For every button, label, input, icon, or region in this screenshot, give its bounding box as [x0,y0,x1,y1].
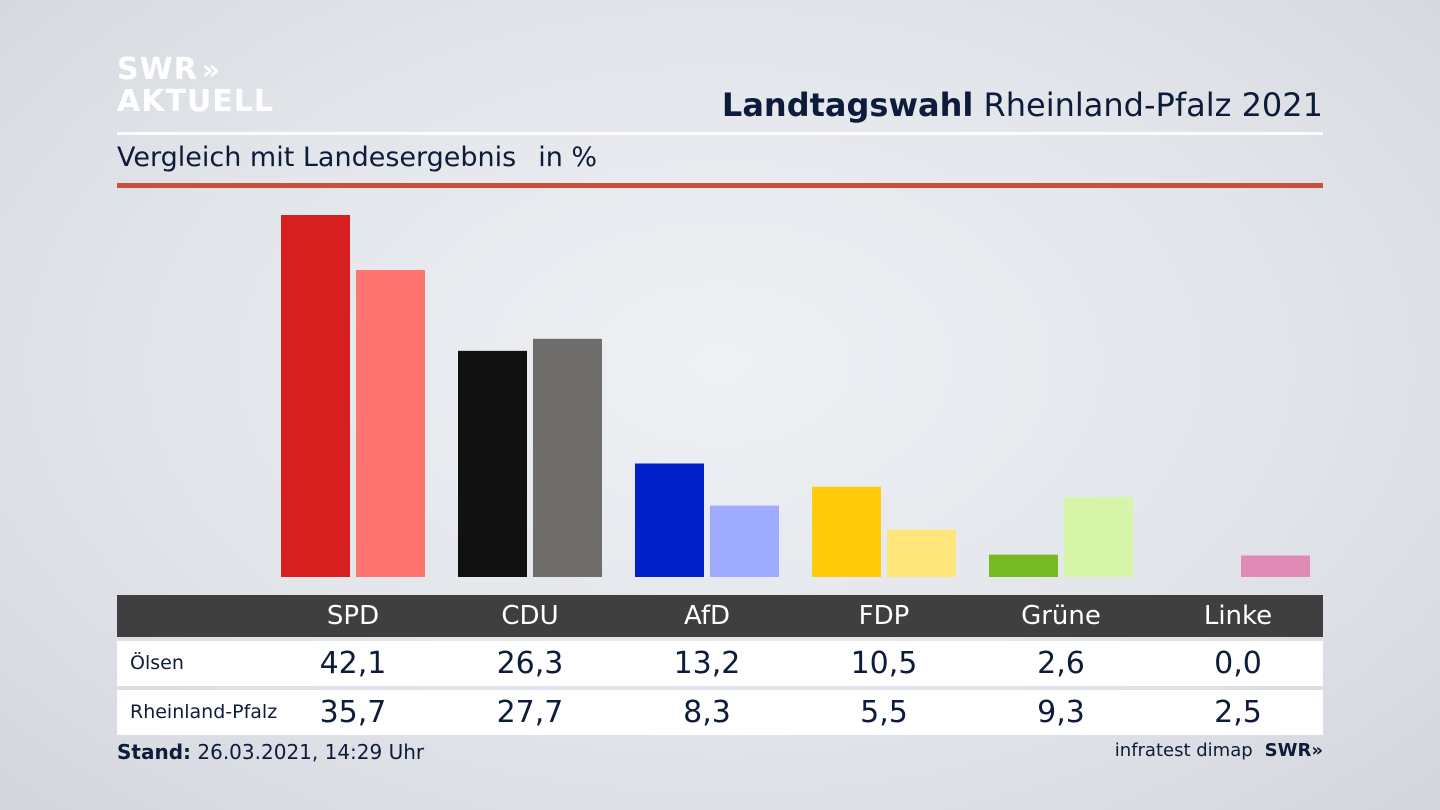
value-cell-fdp: 10,5 [850,646,918,681]
bar-spd-rheinland-pfalz [356,270,425,577]
value-cell-cdu: 26,3 [496,646,564,681]
bar-chart [281,215,1310,577]
bar-fdp-oelsen [812,486,881,577]
unit-label: in % [538,142,598,173]
table-row-rheinland-pfalz: Rheinland-Pfalz 35,7 27,7 8,3 5,5 9,3 2,5 [117,690,1323,735]
value-cell-gruene: 9,3 [1037,695,1085,730]
value-cell-fdp: 5,5 [860,695,908,730]
table-row-oelsen: Ölsen 42,1 26,3 13,2 10,5 2,6 0,0 [117,641,1323,686]
title-divider [117,132,1323,135]
swr-aktuell-logo: SWR» AKTUELL [117,54,274,118]
stand-label: Stand: [117,740,192,764]
subtitle-text: Vergleich mit Landesergebnis [117,142,517,173]
column-header-afd: AfD [683,601,731,631]
value-cell-afd: 13,2 [673,646,741,681]
bar-cdu-oelsen [458,350,527,577]
swr-logo: SWR» [1265,740,1323,761]
bar-fdp-rheinland-pfalz [887,529,956,577]
value-cell-spd: 42,1 [319,646,387,681]
column-header-gruene: Grüne [1021,601,1101,631]
bar-cdu-rheinland-pfalz [533,338,602,577]
value-cell-afd: 8,3 [683,695,731,730]
bar-gruene-oelsen [989,554,1058,577]
results-table: SPD CDU AfD FDP Grüne Linke Ölsen 42,1 26,3 13,… [117,595,1323,735]
timestamp: Stand: 26.03.2021, 14:29 Uhr [117,740,424,764]
stand-value: 26.03.2021, 14:29 Uhr [197,740,425,764]
swr-logo-text: SWR [1264,740,1312,761]
value-cell-spd: 35,7 [319,695,387,730]
row-label: Ölsen [130,652,184,674]
value-cell-gruene: 2,6 [1037,646,1085,681]
bar-afd-rheinland-pfalz [710,505,779,577]
chart-subtitle: Vergleich mit Landesergebnis in % [117,142,597,173]
logo-swr-text: SWR [117,52,198,87]
value-cell-cdu: 27,7 [496,695,564,730]
source-credit: infratest dimap SWR» [1115,740,1323,761]
logo-aktuell-text: AKTUELL [117,84,275,119]
column-header-fdp: FDP [858,601,910,631]
column-header-cdu: CDU [501,601,559,631]
value-cell-linke: 0,0 [1214,646,1262,681]
column-header-linke: Linke [1203,601,1273,631]
bar-spd-oelsen [281,215,350,577]
bar-gruene-rheinland-pfalz [1064,497,1133,577]
column-header-spd: SPD [326,601,380,631]
logo-chevrons: » [201,53,221,86]
row-label: Rheinland-Pfalz [130,701,278,723]
source-text: infratest dimap [1114,740,1253,761]
accent-divider [117,183,1323,188]
table-header: SPD CDU AfD FDP Grüne Linke [117,595,1323,637]
swr-logo-chevrons: » [1311,740,1323,761]
title-rest: Rheinland-Pfalz 2021 [983,86,1323,124]
bar-linke-rheinland-pfalz [1241,555,1310,577]
title-bold: Landtagswahl [721,86,974,124]
page-title: Landtagswahl Rheinland-Pfalz 2021 [722,86,1323,124]
bar-afd-oelsen [635,463,704,577]
value-cell-linke: 2,5 [1214,695,1262,730]
